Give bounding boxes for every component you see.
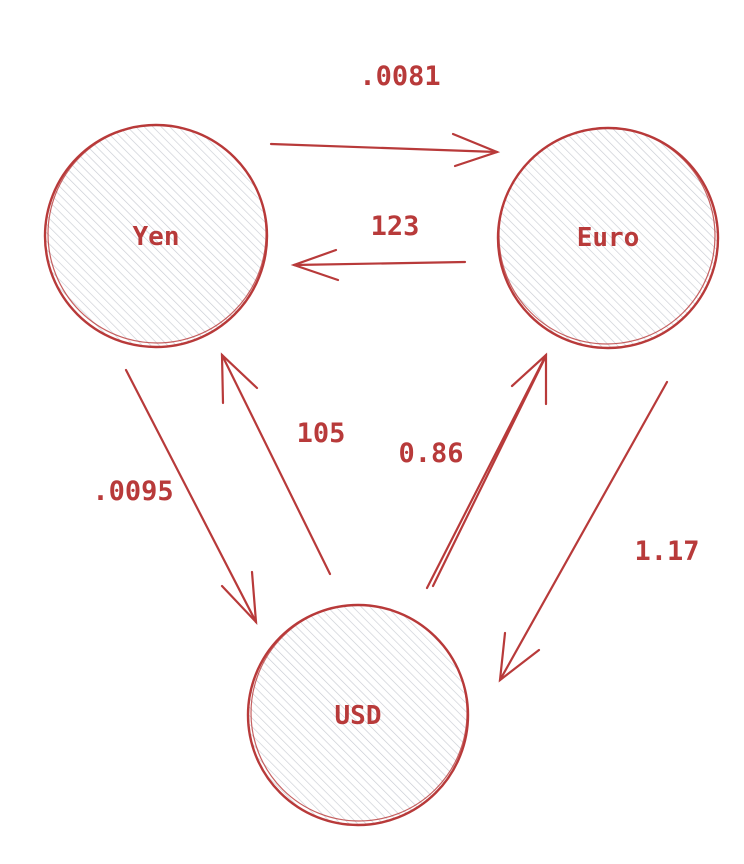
edge-euro-to-yen: 123	[290, 211, 467, 282]
edge-yen-to-euro: .0081	[269, 61, 501, 168]
edge-yen-to-euro-line	[269, 142, 499, 154]
node-yen[interactable]: Yen	[43, 123, 269, 349]
edge-usd-to-yen: 105	[220, 352, 346, 576]
edge-usd-to-euro-line-2	[431, 358, 546, 588]
edge-euro-to-yen-arrowhead	[290, 248, 340, 282]
edge-yen-to-euro-arrowhead	[451, 132, 501, 168]
edge-yen-to-usd-arrowhead	[220, 570, 258, 626]
edge-euro-to-yen-line	[292, 260, 467, 267]
edge-usd-to-yen-label: 105	[297, 418, 346, 449]
edge-usd-to-euro-label: 0.86	[398, 438, 463, 469]
edge-yen-to-euro-label: .0081	[359, 61, 440, 92]
edge-usd-to-yen-line	[220, 353, 332, 576]
node-euro-label: Euro	[577, 223, 640, 253]
edge-euro-to-usd-line	[498, 380, 669, 682]
node-usd[interactable]: USD	[246, 603, 470, 827]
edge-euro-to-usd: 1.17	[498, 380, 700, 683]
edge-usd-to-euro: 0.86	[398, 352, 548, 590]
edge-euro-to-usd-arrowhead	[498, 631, 541, 683]
edge-euro-to-yen-label: 123	[371, 211, 420, 242]
edge-yen-to-usd-label: .0095	[92, 476, 173, 507]
edge-yen-to-usd: .0095	[92, 368, 258, 626]
edge-euro-to-usd-label: 1.17	[634, 536, 699, 567]
node-euro[interactable]: Euro	[496, 126, 720, 350]
edge-usd-to-euro-arrowhead	[510, 352, 548, 406]
node-yen-label: Yen	[133, 222, 180, 252]
edge-usd-to-yen-arrowhead	[220, 352, 259, 405]
edge-yen-to-usd-line	[124, 368, 258, 624]
node-usd-label: USD	[335, 701, 382, 731]
